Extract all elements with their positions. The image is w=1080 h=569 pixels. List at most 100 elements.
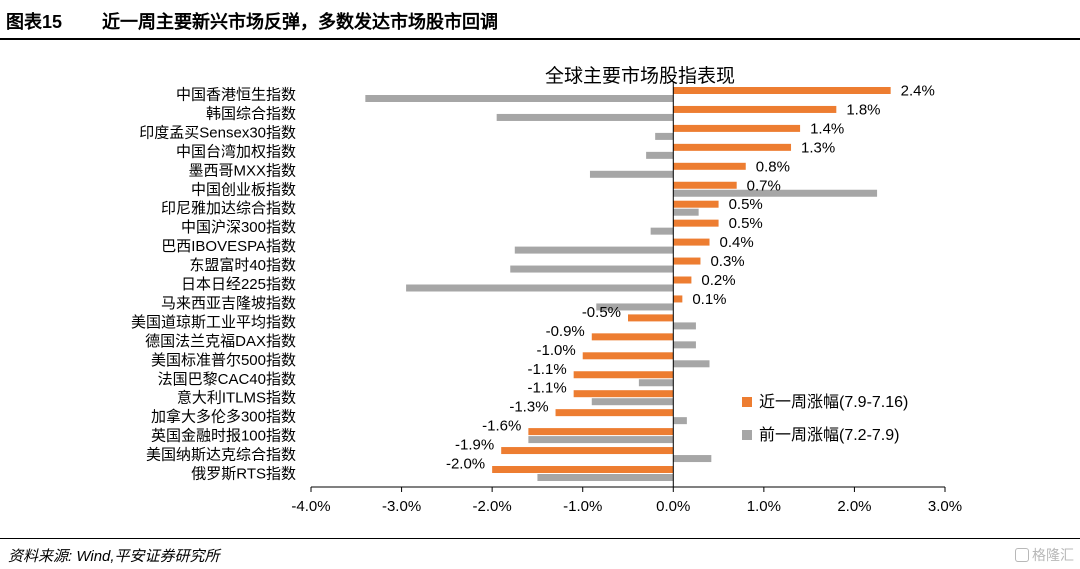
category-label: 印尼雅加达综合指数 bbox=[161, 200, 296, 217]
category-label: 俄罗斯RTS指数 bbox=[191, 466, 296, 483]
bar-previous-week bbox=[646, 151, 674, 159]
bar-previous-week bbox=[514, 246, 674, 254]
bar-previous-week bbox=[655, 132, 674, 140]
category-label: 巴西IBOVESPA指数 bbox=[161, 238, 296, 255]
bar-recent-week bbox=[628, 314, 674, 322]
bar-recent-week bbox=[673, 200, 719, 208]
bar-previous-week bbox=[510, 265, 674, 273]
category-label: 意大利ITLMS指数 bbox=[177, 389, 296, 407]
bar-recent-week bbox=[673, 276, 692, 284]
data-label: 0.4% bbox=[720, 234, 754, 251]
category-label: 德国法兰克福DAX指数 bbox=[145, 332, 296, 350]
x-tick-label: -1.0% bbox=[563, 498, 602, 515]
x-tick-label: 3.0% bbox=[928, 498, 962, 515]
bar-recent-week bbox=[673, 87, 891, 94]
x-tick-label: 1.0% bbox=[747, 498, 781, 515]
category-label: 东盟富时40指数 bbox=[189, 256, 296, 274]
category-label: 韩国综合指数 bbox=[206, 105, 296, 122]
bar-recent-week bbox=[591, 333, 674, 341]
data-label: -1.1% bbox=[527, 380, 566, 397]
bar-previous-week bbox=[673, 417, 687, 425]
category-label: 马来西亚吉隆坡指数 bbox=[161, 295, 296, 312]
bar-recent-week bbox=[573, 390, 674, 398]
data-label: 0.5% bbox=[729, 196, 763, 213]
bar-previous-week bbox=[638, 379, 674, 387]
category-label: 加拿大多伦多300指数 bbox=[151, 408, 296, 426]
category-label: 中国台湾加权指数 bbox=[176, 143, 296, 160]
bar-recent-week bbox=[673, 105, 837, 113]
chart-title: 全球主要市场股指表现 bbox=[545, 65, 735, 87]
bar-recent-week bbox=[528, 428, 674, 436]
x-tick-label: 0.0% bbox=[656, 498, 690, 515]
bar-previous-week bbox=[406, 284, 674, 292]
data-label: 0.3% bbox=[710, 253, 744, 270]
x-tick-label: 2.0% bbox=[837, 498, 871, 515]
category-label: 印度孟买Sensex30指数 bbox=[139, 124, 296, 141]
figure-footer: 资料来源: Wind,平安证券研究所 格隆汇 bbox=[0, 538, 1080, 569]
category-label: 美国标准普尔500指数 bbox=[151, 352, 296, 369]
data-label: 0.1% bbox=[692, 291, 726, 308]
x-tick-label: -2.0% bbox=[473, 498, 512, 515]
bar-recent-week bbox=[501, 447, 674, 455]
bar-previous-week bbox=[537, 474, 674, 481]
bar-previous-week bbox=[365, 95, 674, 102]
category-label: 英国金融时报100指数 bbox=[151, 427, 296, 445]
data-label: -1.6% bbox=[482, 418, 521, 435]
watermark: 格隆汇 bbox=[1015, 545, 1074, 565]
data-label: -1.0% bbox=[537, 342, 576, 359]
bar-previous-week bbox=[591, 398, 674, 406]
category-label: 中国沪深300指数 bbox=[181, 219, 296, 236]
watermark-text: 格隆汇 bbox=[1032, 547, 1074, 563]
bar-recent-week bbox=[555, 409, 674, 417]
data-label: -1.1% bbox=[527, 361, 566, 378]
bar-previous-week bbox=[673, 208, 699, 216]
bar-recent-week bbox=[673, 143, 792, 151]
data-label: -1.3% bbox=[509, 399, 548, 416]
category-label: 法国巴黎CAC40指数 bbox=[158, 371, 296, 388]
bar-recent-week bbox=[673, 162, 746, 170]
bar-previous-week bbox=[496, 113, 674, 121]
data-label: -0.5% bbox=[582, 304, 621, 321]
category-label: 墨西哥MXX指数 bbox=[188, 162, 296, 179]
bar-recent-week bbox=[492, 466, 674, 473]
bar-recent-week bbox=[673, 124, 801, 132]
bar-recent-week bbox=[673, 181, 737, 189]
x-tick-label: -3.0% bbox=[382, 498, 421, 515]
bar-previous-week bbox=[673, 322, 696, 330]
bar-recent-week bbox=[673, 295, 683, 303]
legend-swatch-previous bbox=[742, 430, 752, 440]
data-label: 0.5% bbox=[729, 215, 763, 232]
bar-previous-week bbox=[673, 360, 710, 368]
x-tick-label: -4.0% bbox=[291, 498, 330, 515]
category-label: 中国香港恒生指数 bbox=[176, 87, 296, 104]
figure-number: 图表15 bbox=[6, 12, 63, 32]
bar-recent-week bbox=[673, 219, 719, 227]
legend-label-recent: 近一周涨幅(7.9-7.16) bbox=[759, 393, 908, 411]
data-label: 1.8% bbox=[846, 101, 880, 118]
bar-previous-week bbox=[673, 189, 878, 197]
figure-header: 图表15 近一周主要新兴市场反弹，多数发达市场股市回调 bbox=[0, 0, 1080, 40]
bar-previous-week bbox=[673, 455, 712, 463]
data-label: 1.3% bbox=[801, 139, 835, 156]
category-label: 中国创业板指数 bbox=[191, 180, 296, 198]
data-label: -2.0% bbox=[446, 456, 485, 473]
category-label: 美国纳斯达克综合指数 bbox=[146, 447, 296, 464]
category-label: 日本日经225指数 bbox=[181, 276, 296, 293]
figure-title: 近一周主要新兴市场反弹，多数发达市场股市回调 bbox=[102, 12, 498, 32]
data-label: -1.9% bbox=[455, 437, 494, 454]
watermark-logo-icon bbox=[1015, 548, 1029, 562]
data-label: 1.4% bbox=[810, 120, 844, 137]
data-label: 2.4% bbox=[901, 83, 935, 100]
bar-recent-week bbox=[673, 238, 710, 246]
bar-recent-week bbox=[582, 352, 674, 360]
data-label: -0.9% bbox=[546, 323, 585, 340]
bar-recent-week bbox=[673, 257, 701, 265]
bar-previous-week bbox=[650, 227, 674, 235]
legend-label-previous: 前一周涨幅(7.2-7.9) bbox=[759, 426, 899, 444]
bar-previous-week bbox=[596, 303, 674, 311]
source-note: 资料来源: Wind,平安证券研究所 bbox=[8, 548, 220, 565]
data-label: 0.7% bbox=[747, 177, 781, 194]
bar-previous-week bbox=[589, 170, 674, 178]
bar-recent-week bbox=[573, 371, 674, 379]
